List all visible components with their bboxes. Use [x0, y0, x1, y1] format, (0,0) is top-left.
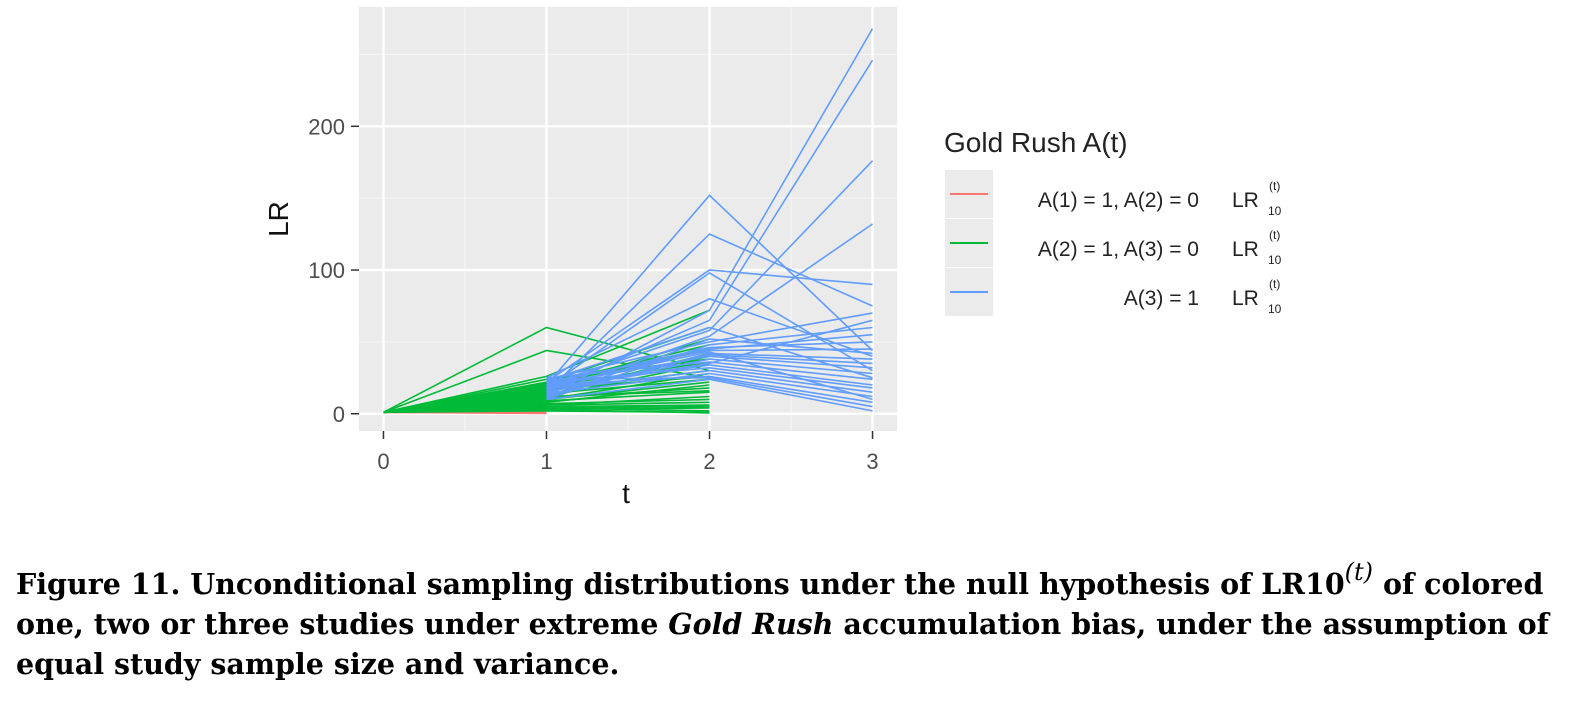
series-line: [546, 326, 873, 382]
caption-part-3: accumulation bias, under the assumption …: [16, 607, 1549, 681]
series-line: [546, 361, 873, 381]
series-line: [383, 326, 710, 414]
x-axis-title: t: [622, 478, 630, 509]
legend-label: A(2) = 1, A(3) = 0: [1038, 238, 1199, 261]
y-tick-label: 200: [308, 114, 345, 139]
figure-caption: Figure 11. Unconditional sampling distri…: [16, 552, 1571, 684]
caption-superscript: (t): [1344, 558, 1374, 586]
series-line: [383, 405, 710, 414]
legend-lr-label: LR: [1232, 287, 1259, 310]
series-line: [546, 378, 873, 412]
caption-part-2: of colored one, two or three studies und…: [16, 567, 1544, 641]
legend-lr-superscript: (t): [1269, 179, 1280, 193]
series-line: [546, 271, 873, 389]
legend-lr-subscript: 10: [1268, 302, 1282, 316]
series-line: [546, 319, 873, 391]
series-line: [545, 233, 873, 393]
series-line: [546, 369, 873, 393]
caption-part-1: Figure 11. Unconditional sampling distri…: [16, 567, 1345, 601]
series-line: [546, 338, 873, 399]
series-line: [546, 351, 873, 401]
legend-label: A(3) = 1: [1124, 287, 1199, 310]
y-tick-label: 0: [333, 402, 345, 427]
series-3: [545, 28, 874, 412]
legend-lr-superscript: (t): [1269, 277, 1280, 291]
x-tick-label: 1: [540, 449, 552, 474]
legend-entries: A(1) = 1, A(2) = 0 LR(t)10A(2) = 1, A(3) …: [945, 170, 1282, 316]
x-tick-label: 3: [866, 449, 878, 474]
x-tick-label: 2: [703, 449, 715, 474]
legend-lr-subscript: 10: [1268, 204, 1282, 218]
legend: Gold Rush A(t) A(1) = 1, A(2) = 0 LR (t) 10…: [944, 127, 1282, 316]
series-line: [546, 366, 873, 389]
legend-title: Gold Rush A(t): [944, 127, 1128, 158]
grid-minor: [359, 7, 897, 431]
legend-lr-subscript: 10: [1268, 253, 1282, 267]
series-line: [546, 297, 873, 379]
x-tick-label: 0: [377, 449, 389, 474]
series-line: [383, 401, 710, 414]
caption-italic: Gold Rush: [668, 607, 834, 641]
y-tick-label: 100: [308, 258, 345, 283]
series-layer: [383, 28, 874, 415]
y-axis-title: LR: [263, 201, 294, 237]
y-axis: 0 100 200: [308, 114, 359, 427]
legend-entry: A(1) = 1, A(2) = 0 LR (t) 10: [945, 170, 1282, 218]
series-line: [546, 312, 873, 381]
series-line: [546, 341, 873, 385]
series-line: [545, 194, 874, 386]
legend-lr-label: LR: [1232, 189, 1259, 212]
legend-entry: A(3) = 1 LR (t) 10: [945, 268, 1282, 316]
grid-major: [359, 7, 897, 431]
legend-label: A(1) = 1, A(2) = 0: [1038, 189, 1199, 212]
chart: 0 100 200 0 1 2 3 t LR Gold Rush A(t) A(1) = …: [263, 7, 1282, 509]
series-line: [546, 372, 873, 398]
x-axis: 0 1 2 3: [377, 431, 879, 474]
series-line: [546, 269, 873, 383]
legend-lr-label: LR: [1232, 238, 1259, 261]
series-line: [383, 309, 710, 414]
series-line: [383, 410, 710, 414]
legend-lr-superscript: (t): [1269, 228, 1280, 242]
legend-entry: A(2) = 1, A(3) = 0 LR (t) 10: [945, 219, 1282, 267]
